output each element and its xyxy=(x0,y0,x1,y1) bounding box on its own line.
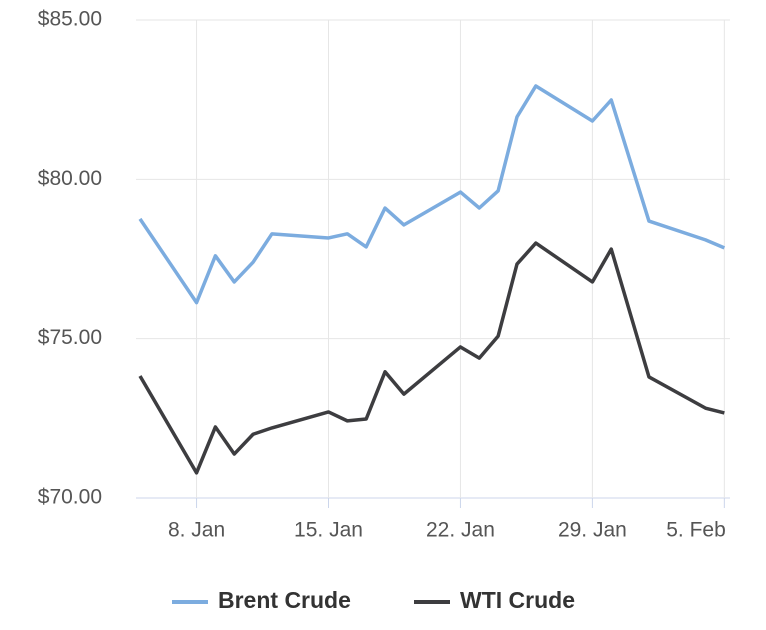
x-tick-label: 22. Jan xyxy=(426,519,495,542)
x-tick-label: 8. Jan xyxy=(168,519,225,542)
line-series xyxy=(138,241,725,475)
y-tick-label: $75.00 xyxy=(38,326,102,349)
x-tick-label: 15. Jan xyxy=(294,519,363,542)
y-tick-label: $70.00 xyxy=(38,486,102,509)
line-series xyxy=(138,84,726,305)
legend-label: WTI Crude xyxy=(460,587,575,613)
legend-label: Brent Crude xyxy=(218,587,351,613)
x-tick-label: 5. Feb xyxy=(666,519,726,542)
y-tick-label: $80.00 xyxy=(38,167,102,190)
x-tick-label: 29. Jan xyxy=(558,519,627,542)
y-tick-label: $85.00 xyxy=(38,8,102,31)
